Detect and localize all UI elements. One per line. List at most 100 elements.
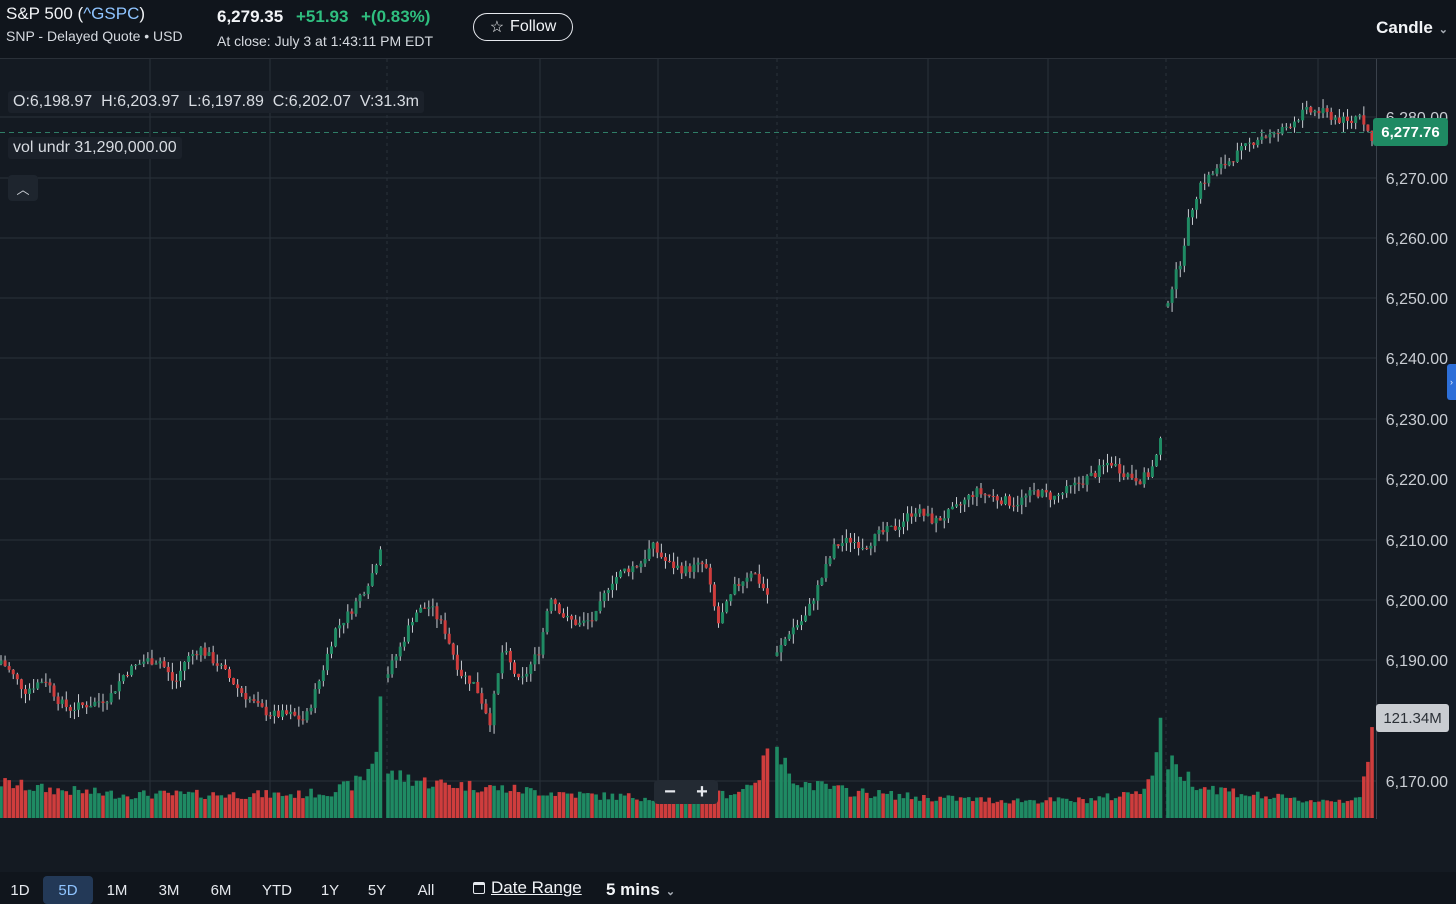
volume-bar — [227, 794, 232, 818]
candle-body — [468, 675, 472, 684]
chart-type-select[interactable]: Candle ⌄ — [1376, 18, 1448, 38]
volume-bar — [223, 797, 228, 818]
candle-body — [500, 652, 504, 674]
volume-bar — [889, 790, 894, 818]
volume-bar — [443, 782, 447, 818]
volume-bar — [203, 798, 207, 818]
volume-bar — [667, 795, 672, 818]
volume-bar — [1202, 787, 1207, 818]
price-chart[interactable]: 6,170.00 6,190.00 6,200.00 6,210.00 6,220.00… — [0, 59, 1456, 822]
candle-body — [1122, 473, 1126, 478]
volume-bar — [44, 792, 48, 818]
candle-body — [647, 548, 651, 559]
follow-label: Follow — [510, 18, 557, 35]
candle-body — [64, 699, 68, 707]
volume-bar — [1239, 794, 1244, 818]
volume-bar — [610, 793, 615, 818]
candle-body — [207, 652, 211, 656]
range-button-1y[interactable]: 1Y — [320, 881, 340, 899]
volume-bar — [414, 780, 419, 818]
candle-body — [150, 658, 154, 665]
volume-bar — [1105, 793, 1110, 818]
volume-bar — [659, 799, 664, 818]
side-panel-toggle[interactable]: › — [1447, 364, 1456, 400]
candle-body — [1085, 475, 1089, 485]
candle-body — [162, 661, 166, 667]
range-button-5y[interactable]: 5Y — [367, 881, 387, 899]
volume-bar — [557, 792, 562, 818]
volume-bar — [1198, 788, 1203, 818]
zoom-out-button[interactable]: − — [664, 780, 676, 803]
volume-bar — [459, 782, 464, 818]
candle-body — [598, 601, 602, 611]
range-button-1d[interactable]: 1D — [10, 881, 30, 899]
volume-bar — [958, 797, 963, 818]
range-button-ytd[interactable]: YTD — [262, 881, 292, 899]
volume-bar — [1321, 799, 1325, 818]
ticker-symbol[interactable]: ^GSPC — [83, 4, 140, 23]
volume-bar — [3, 778, 7, 818]
zoom-in-button[interactable]: + — [696, 780, 708, 803]
volume-bar — [602, 792, 607, 818]
volume-bar — [966, 797, 971, 818]
candle-body — [1207, 174, 1211, 184]
volume-bar — [284, 795, 289, 818]
candle-body — [582, 620, 586, 623]
candle-body — [362, 594, 366, 596]
candle-body — [1036, 490, 1040, 497]
candle-body — [779, 645, 783, 653]
candle-body — [309, 707, 313, 712]
volume-bar — [272, 792, 277, 818]
candle-body — [610, 583, 614, 590]
candle-body — [1370, 130, 1374, 141]
candle-body — [289, 711, 293, 715]
volume-bar — [840, 785, 845, 818]
candle-body — [537, 654, 541, 656]
interval-select[interactable]: 5 mins ⌄ — [606, 880, 675, 900]
volume-bar — [1247, 796, 1252, 818]
candle-body — [897, 526, 901, 530]
date-range-button[interactable]: Date Range — [473, 878, 582, 898]
volume-bar — [728, 794, 733, 818]
candle-body — [455, 654, 459, 670]
range-button-3m[interactable]: 3M — [158, 881, 180, 899]
candle-body — [877, 529, 881, 535]
volume-bar — [1353, 797, 1358, 818]
chart-type-label: Candle — [1376, 18, 1433, 37]
candle-body — [260, 703, 264, 707]
volume-bar — [1304, 801, 1309, 818]
candle-body — [158, 661, 162, 664]
volume-bar — [757, 780, 762, 818]
volume-bar — [594, 794, 598, 818]
range-button-all[interactable]: All — [417, 881, 435, 899]
candle-body — [918, 508, 922, 514]
last-price-tag: 6,277.76 — [1373, 118, 1448, 146]
volume-bar — [207, 795, 211, 818]
range-button-6m[interactable]: 6M — [210, 881, 232, 899]
candle-body — [824, 564, 828, 579]
candle-body — [240, 688, 244, 694]
volume-bar — [321, 795, 326, 818]
range-button-1m[interactable]: 1M — [106, 881, 128, 899]
candle-body — [174, 680, 178, 682]
volume-bar — [913, 796, 918, 818]
candle-body — [1313, 110, 1317, 113]
candle-body — [1288, 126, 1292, 128]
candle-body — [757, 573, 761, 584]
candle-body — [861, 547, 865, 549]
candle-body — [48, 682, 52, 686]
candle-body — [1272, 132, 1276, 135]
range-button-5d[interactable]: 5D — [43, 876, 93, 904]
candle-body — [975, 488, 979, 498]
volume-bar — [724, 798, 729, 818]
candle-body — [566, 615, 570, 618]
volume-bar — [121, 794, 126, 818]
chart-background — [0, 59, 1456, 822]
candle-body — [1061, 493, 1065, 495]
collapse-legend-button[interactable]: ︿ — [8, 175, 38, 201]
follow-button[interactable]: ☆ Follow — [473, 13, 573, 41]
volume-bar — [803, 781, 808, 818]
volume-bar — [350, 790, 354, 818]
candle-body — [113, 691, 117, 694]
volume-bar — [1223, 787, 1227, 818]
